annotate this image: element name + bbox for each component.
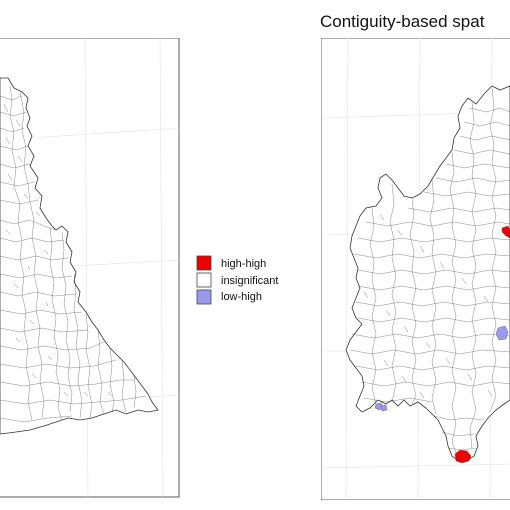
legend-label-insignificant: insignificant [221, 275, 278, 287]
high-high-cluster-east [501, 225, 510, 239]
low-high-cluster-west-2 [380, 404, 388, 412]
right-map-panel [321, 38, 510, 500]
right-region-outline [345, 85, 510, 463]
legend-key-low-high [196, 289, 212, 305]
legend-label-low-high: low-high [221, 291, 262, 303]
left-map-panel [0, 38, 180, 498]
legend-key-high-high [196, 255, 212, 271]
low-high-cluster-west-1 [374, 402, 384, 411]
right-polygon-boundaries [349, 87, 510, 459]
high-high-cluster-south [454, 449, 472, 464]
left-polygon-boundaries [0, 85, 147, 423]
right-panel-title: Contiguity-based spat [320, 12, 485, 31]
legend-label-high-high: high-high [221, 258, 266, 270]
legend-key-insignificant [196, 272, 212, 288]
low-high-cluster-east [495, 325, 509, 341]
legend: high-high insignificant low-high [196, 255, 278, 305]
